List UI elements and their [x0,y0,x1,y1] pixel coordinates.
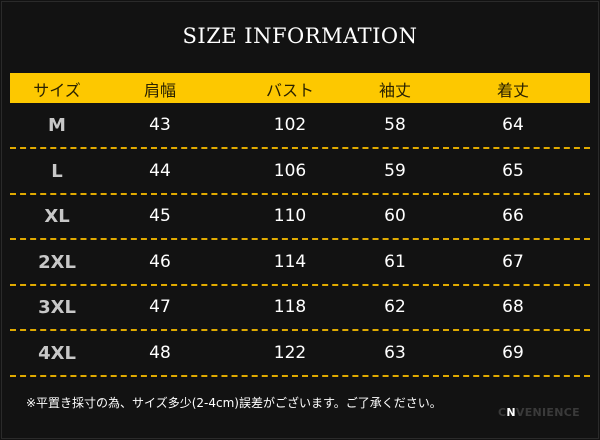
row-separator [10,374,590,377]
size-label: M [48,115,66,136]
header-bust: バスト [265,81,315,100]
size-label: XL [44,206,70,227]
table-header: サイズ 肩幅 バスト 袖丈 着丈 [10,73,590,103]
measurement-cell: 60 [384,206,406,226]
row-separator [10,329,590,331]
row-separator [10,238,590,240]
header-size: サイズ [33,81,81,100]
size-label: 3XL [38,297,76,318]
size-label: 4XL [38,342,76,364]
measurement-cell: 62 [384,297,406,317]
brand-logo: CNVENIENCE [498,406,580,419]
page-title: SIZE INFORMATION [182,24,418,48]
measurement-cell: 59 [384,160,406,181]
table-row: M 43 102 58 64 [10,103,590,149]
header-shoulder: 肩幅 [143,81,177,100]
row-separator [10,147,590,149]
table-row: XL 45 110 60 66 [10,194,590,240]
measurement-cell: 118 [273,297,307,317]
measurement-cell: 65 [502,160,524,181]
measurement-cell: 63 [384,342,406,363]
measurement-cell: 43 [149,115,171,135]
measurement-cell: 61 [384,251,406,272]
measurement-cell: 46 [149,251,171,272]
measurement-cell: 47 [149,297,171,317]
measurement-cell: 106 [273,160,307,181]
measurement-cell: 102 [273,115,307,135]
measurement-cell: 67 [502,251,524,272]
size-note: ※平置き採寸の為、サイズ多少(2-4cm)誤差がございます。ご了承ください。 [26,396,442,410]
measurement-cell: 48 [149,342,171,363]
size-label: 2XL [38,251,76,273]
measurement-cell: 58 [384,115,406,135]
measurement-cell: 45 [149,206,171,226]
row-separator [10,283,590,286]
size-label: L [51,160,63,182]
measurement-cell: 114 [273,251,307,272]
table-row: 3XL 47 118 62 68 [10,285,590,331]
measurement-cell: 122 [273,342,307,363]
header-length: 着丈 [496,81,530,100]
table-row: 4XL 48 122 63 69 [10,331,590,377]
table-row: L 44 106 59 65 [10,149,590,195]
measurement-cell: 64 [502,115,524,135]
measurement-cell: 68 [502,297,524,317]
measurement-cell: 44 [149,160,171,181]
measurement-cell: 110 [273,206,307,226]
header-sleeve: 袖丈 [378,81,412,100]
table-row: 2XL 46 114 61 67 [10,240,590,286]
row-separator [10,192,590,195]
measurement-cell: 69 [502,342,524,363]
measurement-cell: 66 [502,206,524,226]
